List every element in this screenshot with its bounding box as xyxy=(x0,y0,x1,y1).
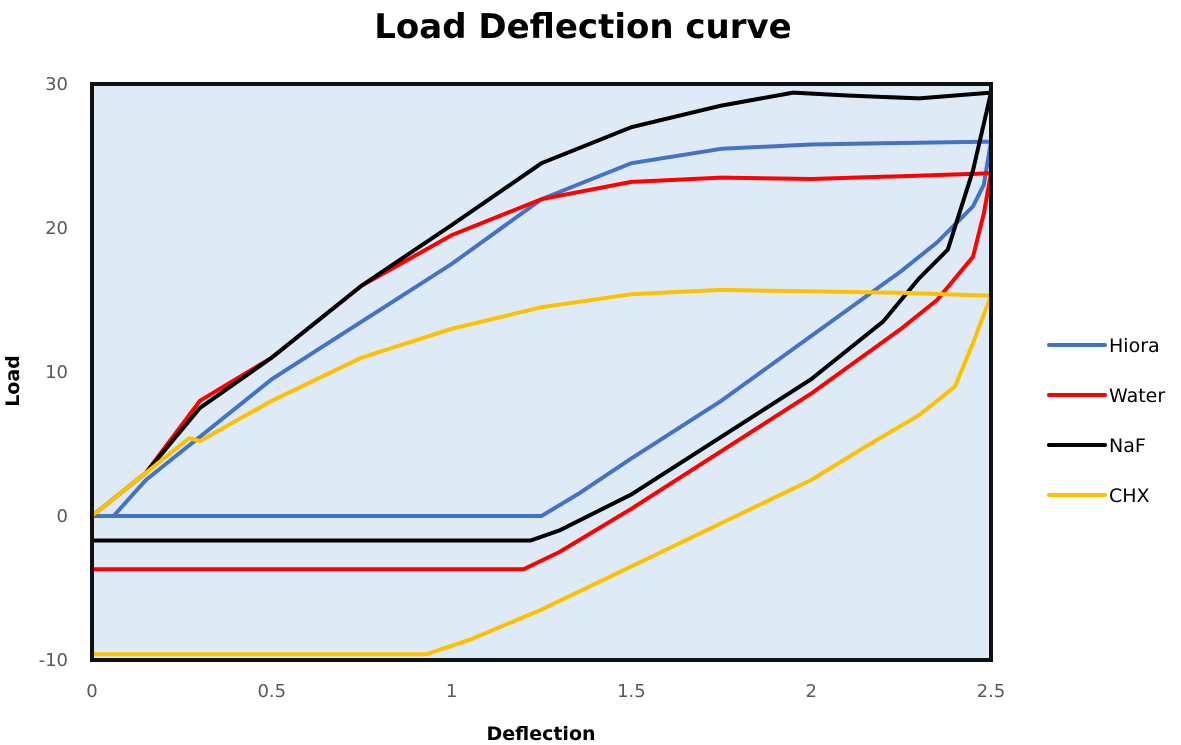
legend-label: Water xyxy=(1109,385,1165,407)
y-tick-label: -10 xyxy=(39,650,68,671)
legend-label: NaF xyxy=(1109,435,1146,457)
legend-item-hiora: Hiora xyxy=(1047,335,1160,357)
series-line-hiora xyxy=(90,139,993,518)
y-tick-label: 20 xyxy=(45,218,68,239)
x-tick-label: 0 xyxy=(86,681,97,702)
legend-item-naf: NaF xyxy=(1047,435,1146,457)
legend: Hiora Water NaF CHX xyxy=(1047,335,1165,507)
x-axis-ticks: 0 0.5 1 1.5 2 2.5 xyxy=(86,681,1005,702)
plot-background xyxy=(92,84,991,660)
y-tick-label: 0 xyxy=(57,506,68,527)
y-tick-label: 30 xyxy=(45,74,68,95)
x-tick-label: 0.5 xyxy=(257,681,286,702)
legend-label: Hiora xyxy=(1109,335,1160,357)
chart-title: Load Deflection curve xyxy=(374,7,792,47)
x-tick-label: 1 xyxy=(446,681,457,702)
series-line-naf xyxy=(90,90,993,543)
x-tick-label: 1.5 xyxy=(617,681,646,702)
x-tick-label: 2 xyxy=(805,681,816,702)
y-tick-label: 10 xyxy=(45,362,68,383)
legend-label: CHX xyxy=(1109,485,1150,507)
y-axis-ticks: -10 0 10 20 30 xyxy=(39,74,68,671)
x-axis-label: Deflection xyxy=(486,723,595,745)
x-tick-label: 2.5 xyxy=(977,681,1006,702)
y-axis-label: Load xyxy=(2,355,24,407)
legend-item-water: Water xyxy=(1047,385,1165,407)
plot-frame xyxy=(90,82,993,662)
plot-area xyxy=(90,82,993,662)
legend-item-chx: CHX xyxy=(1047,485,1150,507)
